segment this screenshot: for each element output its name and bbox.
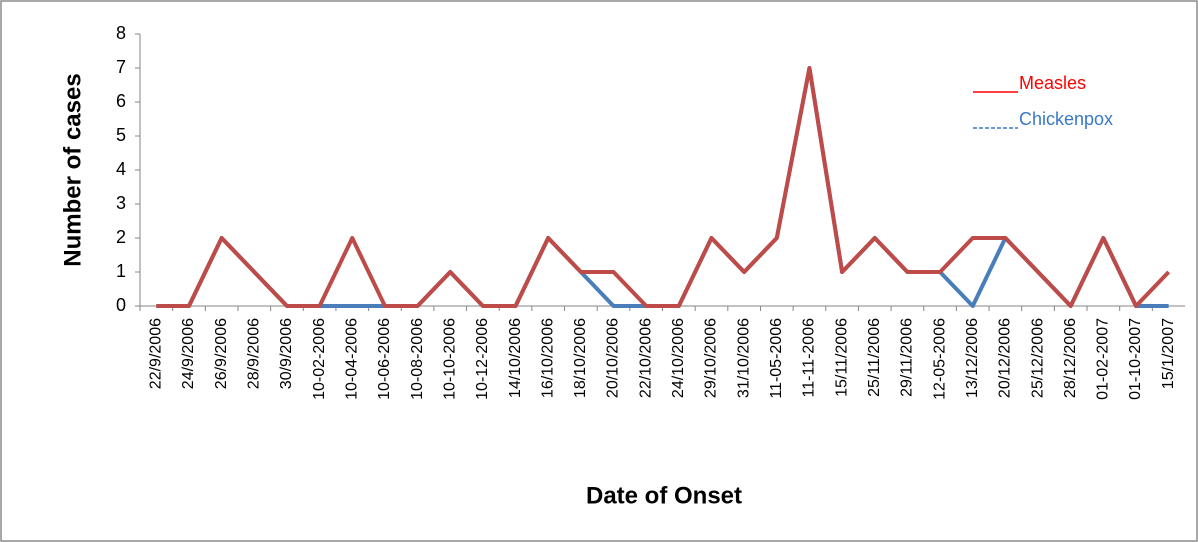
y-tick-label: 7 [116, 57, 126, 77]
x-tick-label: 01-02-2007 [1095, 318, 1112, 400]
x-tick-label: 26/9/2006 [213, 318, 230, 389]
y-tick-label: 8 [116, 23, 126, 43]
y-tick-label: 4 [116, 159, 126, 179]
x-tick-label: 16/10/2006 [539, 318, 556, 398]
x-tick-label: 24/10/2006 [670, 318, 687, 398]
legend-label: Measles [1019, 73, 1086, 93]
x-tick-label: 15/1/2007 [1160, 318, 1177, 389]
x-tick-label: 22/10/2006 [637, 318, 654, 398]
x-tick-label: 24/9/2006 [180, 318, 197, 389]
x-tick-label: 10-08-2006 [409, 318, 426, 400]
y-tick-label: 3 [116, 193, 126, 213]
x-tick-label: 29/10/2006 [703, 318, 720, 398]
x-tick-label: 28/9/2006 [246, 318, 263, 389]
x-tick-label: 25/11/2006 [866, 318, 883, 397]
x-tick-label: 22/9/2006 [148, 318, 165, 389]
x-tick-label: 15/11/2006 [833, 318, 850, 397]
x-tick-label: 10-12-2006 [474, 318, 491, 400]
x-tick-label: 13/12/2006 [964, 318, 981, 398]
x-tick-label: 10-04-2006 [343, 318, 360, 400]
series-line [156, 66, 1171, 308]
y-tick-label: 0 [116, 295, 126, 315]
legend-label: Chickenpox [1019, 109, 1113, 129]
y-tick-label: 6 [116, 91, 126, 111]
y-tick-label: 5 [116, 125, 126, 145]
x-tick-label: 10-10-2006 [441, 318, 458, 400]
x-tick-label: 25/12/2006 [1029, 318, 1046, 398]
y-tick-label: 2 [116, 227, 126, 247]
y-tick-label: 1 [116, 261, 126, 281]
x-tick-label: 29/11/2006 [899, 318, 916, 397]
x-tick-label: 14/10/2006 [507, 318, 524, 398]
x-tick-label: 18/10/2006 [572, 318, 589, 398]
x-tick-label: 31/10/2006 [735, 318, 752, 398]
x-tick-label: 12-05-2006 [931, 318, 948, 400]
x-tick-label: 11-11-2006 [801, 318, 818, 398]
x-axis-title: Date of Onset [586, 482, 742, 509]
x-tick-label: 11-05-2006 [768, 318, 785, 399]
x-tick-label: 10-06-2006 [376, 318, 393, 400]
x-tick-label: 28/12/2006 [1062, 318, 1079, 398]
x-tick-label: 30/9/2006 [278, 318, 295, 389]
x-tick-label: 01-10-2007 [1127, 318, 1144, 400]
y-axis-title: Number of cases [59, 73, 86, 266]
x-tick-label: 10-02-2006 [311, 318, 328, 400]
x-tick-label: 20/12/2006 [997, 318, 1014, 398]
x-tick-label: 20/10/2006 [605, 318, 622, 398]
